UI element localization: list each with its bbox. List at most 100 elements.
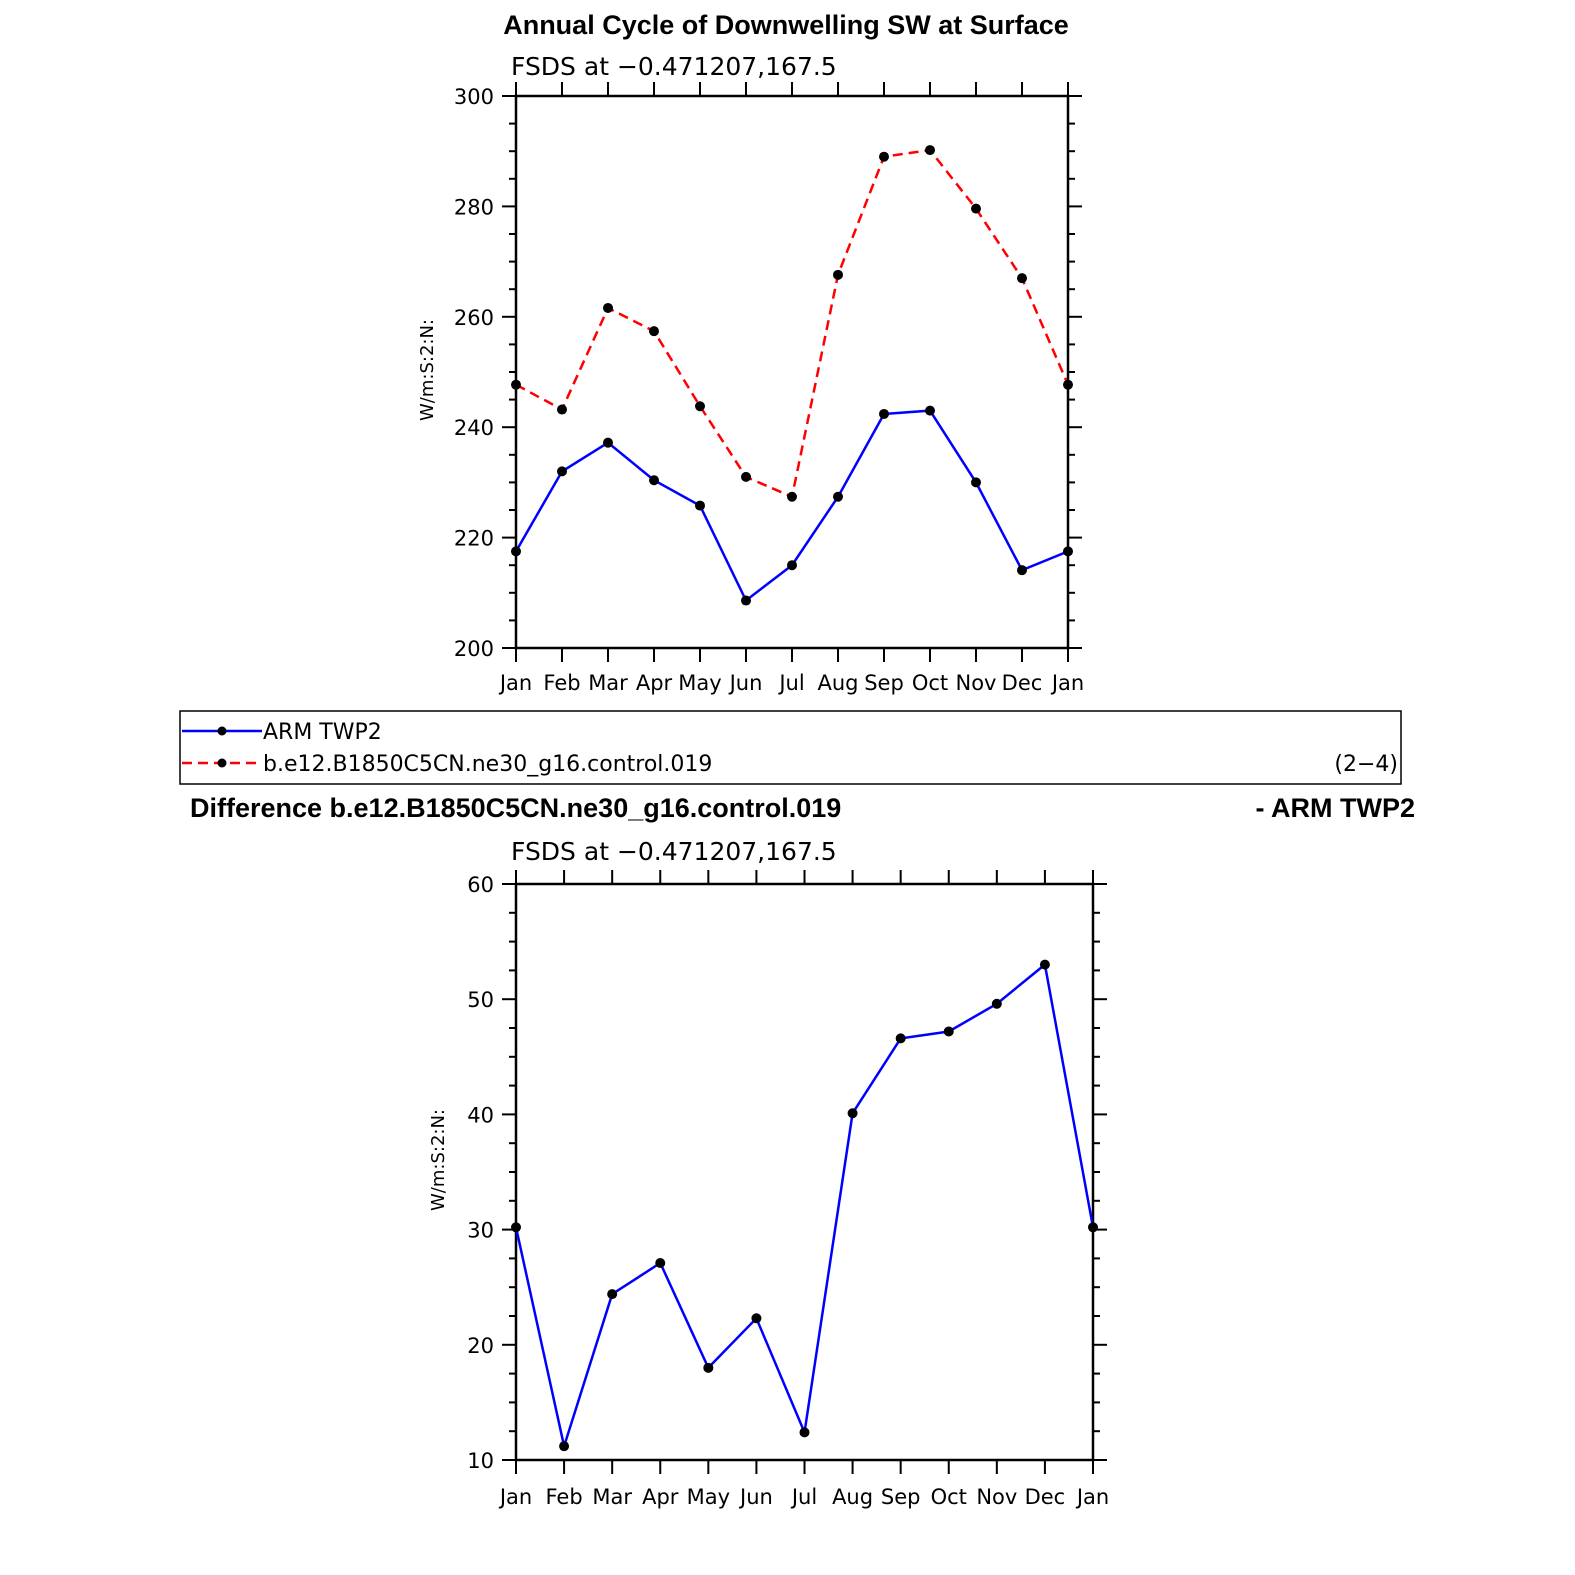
data-point [833, 491, 843, 502]
x-tick-label: Oct [931, 1485, 967, 1509]
y-tick-label: 280 [454, 195, 494, 219]
data-point [1063, 379, 1073, 390]
y-tick-label: 60 [467, 873, 494, 897]
axes-frame [514, 882, 1095, 1462]
data-point [971, 477, 981, 488]
x-tick-label: Oct [912, 671, 948, 695]
legend-label: ARM TWP2 [263, 720, 382, 745]
annual-cycle-chart: Annual Cycle of Downwelling SW at Surfac… [417, 10, 1084, 695]
data-point [511, 546, 521, 557]
y-tick-label: 260 [454, 306, 494, 330]
y-tick-label: 20 [467, 1334, 494, 1358]
legend-marker [217, 758, 227, 768]
data-point [943, 1026, 954, 1037]
x-tick-label: Jan [1075, 1485, 1109, 1509]
x-tick-label: Aug [817, 671, 858, 695]
x-tick-label: Nov [976, 1485, 1017, 1509]
data-point [703, 1362, 714, 1373]
x-tick-label: Jun [738, 1485, 773, 1509]
y-tick-label: 50 [467, 988, 494, 1012]
chart-title: Difference b.e12.B1850C5CN.ne30_g16.cont… [190, 793, 841, 823]
legend-marker [217, 726, 227, 736]
data-point [787, 491, 797, 502]
data-point [751, 1313, 762, 1324]
data-point [925, 405, 935, 416]
x-tick-label: Dec [1025, 1485, 1066, 1509]
data-point [833, 269, 843, 280]
x-tick-label: Dec [1002, 671, 1043, 695]
data-point [1088, 1222, 1098, 1233]
data-point [1039, 959, 1050, 970]
data-point [895, 1033, 906, 1044]
y-axis-label: W/m:S:2:N: [417, 319, 438, 421]
difference-chart: Difference b.e12.B1850C5CN.ne30_g16.cont… [190, 793, 1415, 1509]
data-point [1017, 565, 1027, 576]
x-tick-label: Aug [832, 1485, 873, 1509]
chart-subtitle: FSDS at −0.471207,167.5 [511, 837, 837, 866]
x-tick-label: Jul [790, 1485, 817, 1509]
data-point [603, 302, 613, 313]
x-tick-label: Jan [498, 671, 532, 695]
data-point [649, 475, 659, 486]
data-point [787, 560, 797, 571]
x-tick-label: Apr [636, 671, 673, 695]
panel-tag: (2−4) [1334, 752, 1398, 777]
series-line [515, 148, 1070, 499]
data-point [741, 471, 751, 482]
legend-entry-arm-twp2: ARM TWP2 [182, 720, 382, 745]
legend-entry-model: b.e12.B1850C5CN.ne30_g16.control.019 [182, 752, 712, 777]
data-point [649, 326, 659, 337]
series-line [514, 962, 1095, 1452]
y-axis-label: W/m:S:2:N: [428, 1109, 449, 1211]
chart-title: Annual Cycle of Downwelling SW at Surfac… [503, 10, 1069, 40]
chart-subtitle: FSDS at −0.471207,167.5 [511, 52, 837, 81]
x-tick-label: Jan [1050, 671, 1084, 695]
data-point [511, 379, 521, 390]
x-tick-label: Mar [592, 1485, 632, 1509]
data-point [799, 1427, 810, 1438]
x-tick-label: May [678, 671, 721, 695]
y-tick-label: 30 [467, 1219, 494, 1243]
y-tick-label: 40 [467, 1103, 494, 1127]
plot-area: Jan Feb Mar Apr May Jun Jul Aug Sep Oct Nov Dec Jan2… [454, 82, 1084, 695]
data-point [741, 595, 751, 606]
data-point [847, 1108, 858, 1119]
x-tick-label: Apr [642, 1485, 679, 1509]
x-tick-label: Sep [881, 1485, 921, 1509]
x-tick-label: Jul [777, 671, 804, 695]
data-point [879, 408, 889, 419]
x-tick-label: Feb [545, 1485, 582, 1509]
x-tick-label: Jun [728, 671, 763, 695]
legend: ARM TWP2 b.e12.B1850C5CN.ne30_g16.contro… [179, 710, 1402, 785]
data-point [559, 1441, 570, 1452]
data-point [1017, 273, 1027, 284]
y-tick-label: 200 [454, 637, 494, 661]
series-line [514, 409, 1069, 603]
data-point [1063, 546, 1073, 557]
chart-title-right: - ARM TWP2 [1256, 793, 1415, 823]
x-tick-label: Mar [588, 671, 628, 695]
data-point [879, 151, 889, 162]
data-point [655, 1258, 666, 1269]
x-tick-label: Jan [498, 1485, 532, 1509]
x-tick-label: Sep [864, 671, 904, 695]
y-tick-label: 10 [467, 1449, 494, 1473]
y-tick-label: 300 [454, 85, 494, 109]
x-tick-label: Feb [543, 671, 580, 695]
x-tick-label: Nov [956, 671, 997, 695]
data-point [557, 404, 567, 415]
legend-label: b.e12.B1850C5CN.ne30_g16.control.019 [263, 752, 712, 777]
data-point [971, 203, 981, 214]
x-tick-label: May [687, 1485, 730, 1509]
data-point [557, 466, 567, 477]
data-point [607, 1289, 618, 1300]
data-point [925, 145, 935, 156]
data-point [603, 437, 613, 448]
y-tick-label: 220 [454, 527, 494, 551]
data-point [695, 401, 705, 412]
plot-area: Jan Feb Mar Apr May Jun Jul Aug Sep Oct Nov Dec Jan1… [467, 870, 1109, 1509]
y-tick-label: 240 [454, 416, 494, 440]
data-point [695, 500, 705, 511]
data-point [511, 1222, 521, 1233]
